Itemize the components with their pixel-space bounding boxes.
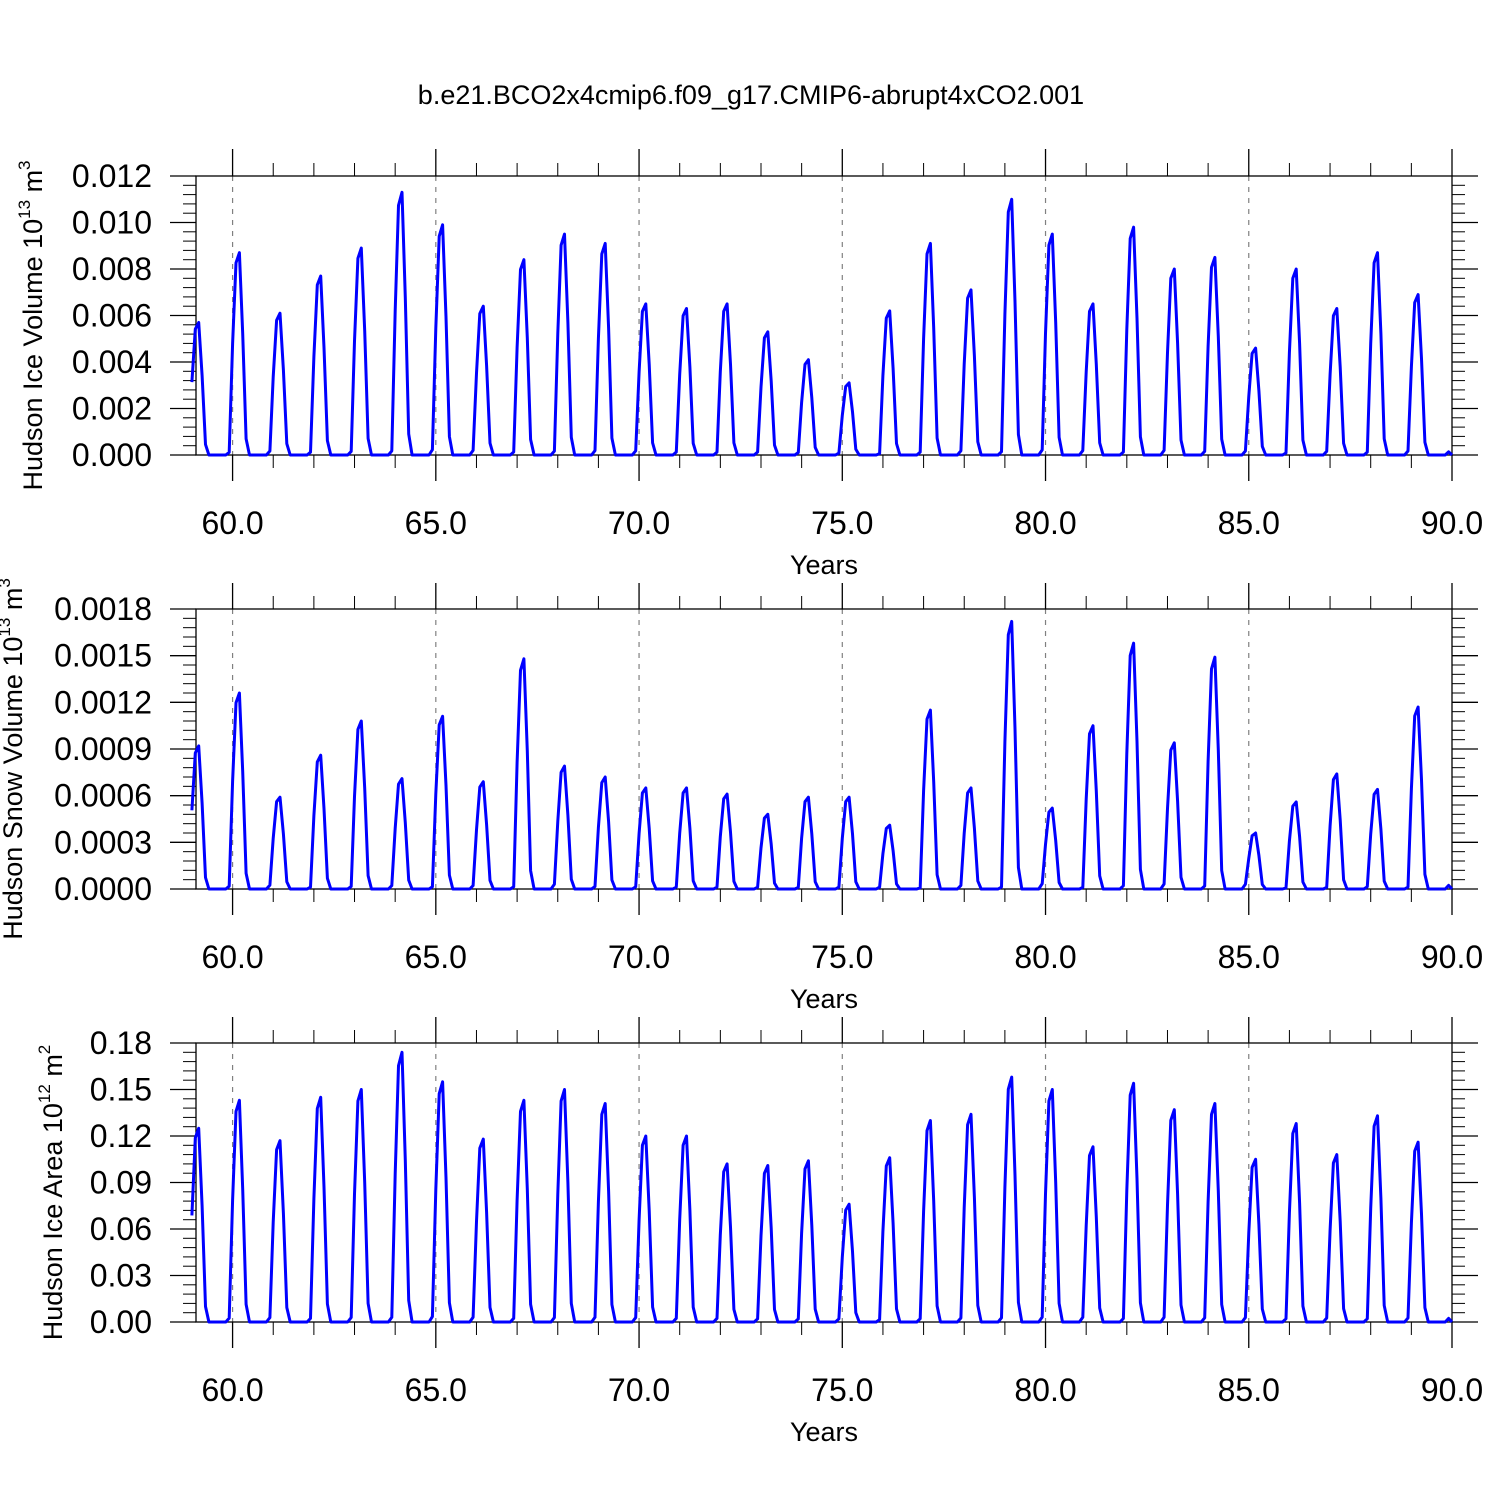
x-tick-label: 70.0	[608, 939, 670, 975]
x-tick-label: 75.0	[811, 1372, 873, 1408]
y-tick-label: 0.09	[90, 1165, 152, 1201]
y-axis-label-exp: 13	[15, 200, 34, 219]
y-tick-label: 0.006	[72, 298, 152, 334]
x-tick-label: 60.0	[201, 1372, 263, 1408]
series-line	[190, 619, 1454, 891]
x-tick-label: 80.0	[1014, 505, 1076, 541]
y-tick-label: 0.008	[72, 251, 152, 287]
y-axis-label-unit: m	[0, 588, 28, 618]
y-axis-label: Hudson Ice Volume 1013 m3	[15, 160, 48, 490]
y-tick-label: 0.12	[90, 1118, 152, 1154]
x-tick-label: 70.0	[608, 1372, 670, 1408]
y-tick-label: 0.0009	[54, 731, 152, 767]
y-axis-label-unit_exp: 3	[15, 160, 34, 169]
y-axis-label-unit: m	[38, 1054, 68, 1084]
plot-ice-area: 60.0 65.0 70.0 75.0 80.0 85.0 90.0 0.00 0.03 0.06…	[35, 1017, 1483, 1447]
y-tick-label: 0.18	[90, 1025, 152, 1061]
y-tick-label: 0.012	[72, 158, 152, 194]
x-axis-label: Years	[790, 984, 858, 1014]
plot-snow-volume: 60.0 65.0 70.0 75.0 80.0 85.0 90.0 0.0000 0.0003…	[0, 578, 1483, 1014]
y-tick-label: 0.010	[72, 205, 152, 241]
x-tick-label: 65.0	[405, 1372, 467, 1408]
x-tick-label: 90.0	[1421, 505, 1483, 541]
y-axis-label: Hudson Ice Area 1012 m2	[35, 1045, 68, 1341]
plot-frame	[195, 1042, 1453, 1323]
x-tick-label: 70.0	[608, 505, 670, 541]
x-tick-label: 85.0	[1218, 1372, 1280, 1408]
plot-ice-volume: 60.0 65.0 70.0 75.0 80.0 85.0 90.0 0.000 0.002 0.…	[15, 149, 1483, 580]
x-tick-label: 75.0	[811, 505, 873, 541]
y-tick-label: 0.000	[72, 437, 152, 473]
x-axis-label: Years	[790, 550, 858, 580]
y-tick-label: 0.15	[90, 1072, 152, 1108]
y-axis-label-base: Hudson Ice Volume 10	[18, 219, 48, 491]
x-tick-label: 60.0	[201, 939, 263, 975]
y-tick-label: 0.0012	[54, 684, 152, 720]
y-axis-label: Hudson Snow Volume 1013 m3	[0, 578, 28, 940]
y-tick-label: 0.0015	[54, 638, 152, 674]
y-tick-label: 0.06	[90, 1211, 152, 1247]
y-axis-label-unit: m	[18, 170, 48, 200]
series-line	[190, 190, 1454, 457]
x-tick-label: 85.0	[1218, 939, 1280, 975]
x-tick-label: 80.0	[1014, 939, 1076, 975]
y-tick-label: 0.0003	[54, 824, 152, 860]
y-axis-label-base: Hudson Snow Volume 10	[0, 637, 28, 940]
y-axis-label-exp: 13	[0, 618, 14, 637]
x-tick-label: 75.0	[811, 939, 873, 975]
y-tick-label: 0.0006	[54, 778, 152, 814]
y-axis-label-unit_exp: 2	[35, 1045, 54, 1054]
y-tick-label: 0.002	[72, 391, 152, 427]
y-axis-label-unit_exp: 3	[0, 578, 14, 587]
x-axis-label: Years	[790, 1417, 858, 1447]
x-tick-label: 90.0	[1421, 1372, 1483, 1408]
x-tick-label: 65.0	[405, 505, 467, 541]
plot-frame	[195, 608, 1453, 890]
x-tick-label: 90.0	[1421, 939, 1483, 975]
y-tick-label: 0.03	[90, 1258, 152, 1294]
y-tick-label: 0.0018	[54, 591, 152, 627]
x-tick-label: 85.0	[1218, 505, 1280, 541]
y-tick-label: 0.00	[90, 1304, 152, 1340]
x-tick-label: 65.0	[405, 939, 467, 975]
y-axis-label-base: Hudson Ice Area 10	[38, 1103, 68, 1340]
chart-title: b.e21.BCO2x4cmip6.f09_g17.CMIP6-abrupt4x…	[418, 80, 1084, 110]
y-tick-label: 0.004	[72, 344, 152, 380]
x-tick-label: 60.0	[201, 505, 263, 541]
series-line	[190, 1050, 1454, 1324]
y-tick-label: 0.0000	[54, 871, 152, 907]
y-axis-label-exp: 12	[35, 1084, 54, 1103]
x-tick-label: 80.0	[1014, 1372, 1076, 1408]
plot-frame	[195, 175, 1453, 456]
